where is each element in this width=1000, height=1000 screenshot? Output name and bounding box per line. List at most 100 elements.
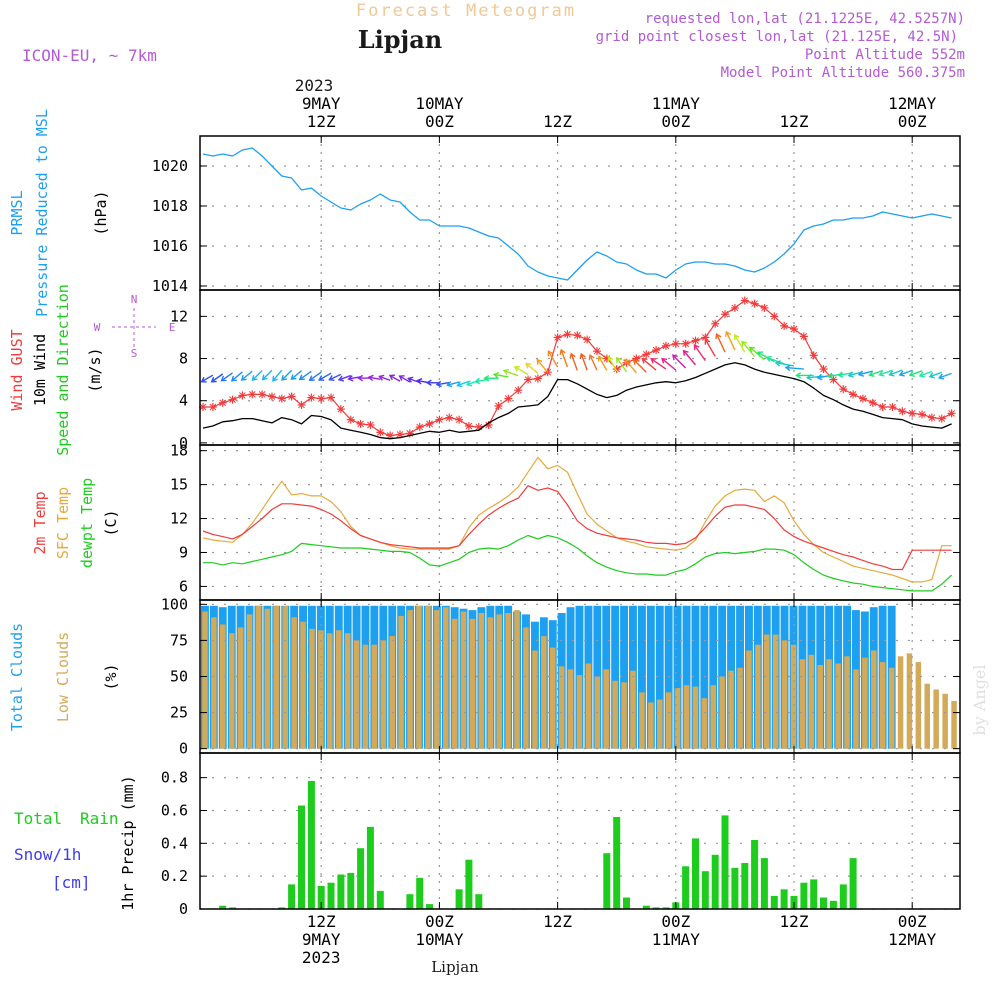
gust-marker-d2 bbox=[898, 407, 906, 415]
low-cloud-bar bbox=[648, 702, 654, 749]
low-cloud-bar bbox=[202, 611, 208, 749]
compass-w-label: W bbox=[94, 321, 101, 334]
wind-arrow-head bbox=[868, 370, 875, 377]
rain-bar bbox=[800, 882, 808, 909]
wind-arrow-shaft bbox=[899, 369, 913, 376]
gust-marker-d2 bbox=[573, 331, 581, 339]
low-cloud-bar bbox=[532, 650, 538, 749]
low-cloud-bar bbox=[755, 644, 761, 749]
wind-arrow-shaft bbox=[241, 370, 253, 381]
wind-arrow-head bbox=[328, 375, 335, 381]
low-cloud-bar bbox=[888, 667, 895, 749]
wind-arrow-head bbox=[671, 354, 678, 361]
wind-arrow-shaft bbox=[716, 333, 726, 353]
top-time-label: 00Z bbox=[898, 112, 927, 131]
wind-arrow-head bbox=[928, 372, 935, 379]
wind-arrow-shaft bbox=[281, 369, 293, 381]
y-tick-label: 1016 bbox=[152, 237, 188, 255]
gust-marker-d2 bbox=[938, 415, 946, 422]
wind-arrow-head bbox=[826, 372, 834, 380]
rain-bar bbox=[623, 897, 630, 909]
wind-arrow bbox=[898, 369, 913, 377]
gust-marker bbox=[297, 400, 306, 409]
low-cloud-bar bbox=[781, 640, 788, 749]
rain-bar bbox=[603, 853, 611, 909]
gust-marker bbox=[258, 390, 267, 399]
gust-marker bbox=[740, 296, 749, 305]
wind-arrow-shaft bbox=[525, 362, 539, 374]
wind-arrow bbox=[650, 358, 667, 370]
gust-marker bbox=[711, 319, 720, 328]
gust-marker-d2 bbox=[731, 304, 739, 312]
low-cloud-bar bbox=[353, 640, 360, 749]
wind-arrow-head bbox=[367, 374, 374, 382]
wind-arrow bbox=[425, 379, 440, 386]
low-cloud-bar bbox=[398, 615, 404, 749]
wind-arrow bbox=[251, 370, 263, 382]
wind-arrow-head bbox=[898, 370, 905, 377]
gust-marker-d2 bbox=[367, 421, 374, 429]
label-dewpt-temp: dewpt Temp bbox=[78, 478, 96, 568]
label-10m-wind: 10m Wind bbox=[31, 334, 49, 406]
rain-bar bbox=[357, 848, 365, 909]
wind-arrow-shaft bbox=[503, 369, 519, 377]
gust-marker bbox=[622, 358, 631, 367]
series-sfc-temp bbox=[202, 456, 952, 583]
wind-arrow bbox=[272, 369, 283, 382]
top-time-label: 12Z bbox=[307, 112, 336, 131]
wind-arrow-shaft bbox=[252, 370, 263, 381]
watermark: by Angel bbox=[970, 664, 989, 735]
rain-bar bbox=[829, 900, 837, 909]
wind-arrow-head bbox=[290, 374, 297, 381]
wind-arrow-shaft bbox=[598, 356, 608, 371]
wind-arrow bbox=[200, 374, 214, 383]
bottom-time-label: 12Z bbox=[307, 912, 336, 931]
low-cloud-bar bbox=[451, 618, 458, 749]
low-cloud-bar bbox=[906, 653, 913, 749]
wind-arrow-shaft bbox=[749, 346, 765, 361]
panel-frame-wind bbox=[199, 289, 961, 446]
gust-marker-d2 bbox=[662, 342, 670, 350]
gust-marker bbox=[799, 332, 808, 341]
y-tick-label: 12 bbox=[170, 510, 188, 528]
wind-arrow-head bbox=[446, 381, 453, 388]
low-cloud-bar bbox=[621, 682, 627, 749]
top-time-label: 10MAY bbox=[415, 94, 464, 113]
low-cloud-bar bbox=[469, 618, 476, 749]
bottom-time-label: 2023 bbox=[302, 948, 341, 967]
wind-arrow bbox=[456, 380, 470, 388]
top-year-label: 2023 bbox=[295, 76, 334, 95]
gust-marker bbox=[888, 403, 897, 412]
gust-marker-d2 bbox=[741, 297, 749, 304]
wind-arrow-shaft bbox=[672, 354, 687, 369]
gust-marker-d2 bbox=[347, 416, 355, 424]
wind-arrow bbox=[704, 338, 716, 357]
low-cloud-bar bbox=[237, 627, 244, 749]
label-total-clouds: Total Clouds bbox=[8, 623, 26, 731]
wind-arrow-head bbox=[337, 375, 345, 382]
low-cloud-bar bbox=[273, 605, 279, 749]
gust-marker bbox=[809, 351, 818, 360]
gust-marker bbox=[878, 403, 887, 412]
gust-marker bbox=[908, 409, 917, 418]
y-tick-label: 25 bbox=[170, 704, 188, 722]
wind-arrow bbox=[641, 357, 657, 371]
low-cloud-bar bbox=[844, 656, 850, 749]
gust-marker-d2 bbox=[514, 386, 522, 394]
gust-marker bbox=[494, 401, 503, 410]
gust-marker bbox=[770, 312, 779, 321]
wind-arrow-head bbox=[756, 351, 764, 358]
legend-snow: Snow/1h bbox=[14, 845, 81, 864]
bottom-time-label: 00Z bbox=[425, 912, 454, 931]
gust-marker-d2 bbox=[485, 421, 493, 429]
gust-marker-d2 bbox=[564, 330, 571, 338]
wind-arrow bbox=[525, 362, 539, 374]
low-cloud-bar bbox=[344, 633, 351, 749]
rain-bar bbox=[307, 780, 315, 909]
wind-arrow-shaft bbox=[494, 373, 509, 378]
wind-arrow-head bbox=[569, 352, 576, 359]
gust-marker bbox=[287, 392, 296, 401]
wind-arrow-shaft bbox=[338, 374, 351, 381]
low-cloud-bar bbox=[407, 610, 413, 749]
gust-marker bbox=[455, 415, 464, 424]
